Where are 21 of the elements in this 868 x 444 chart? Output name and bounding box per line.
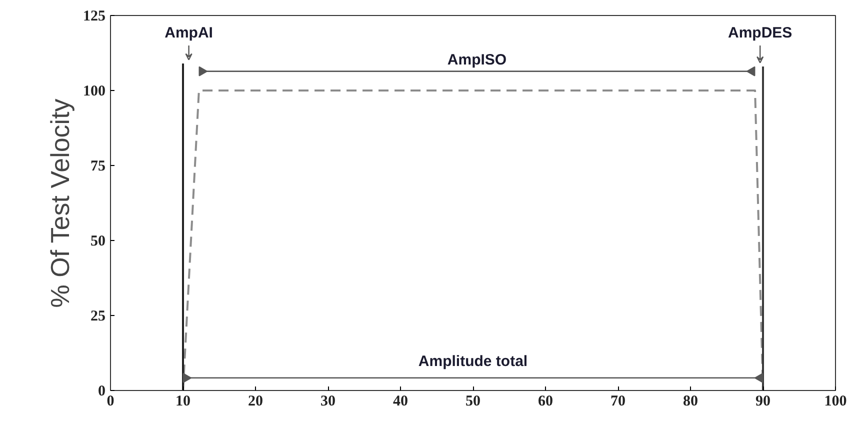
y-tick-label: 0 [98,384,106,400]
annotation: AmpAI [164,24,213,42]
annotation: AmpDES [728,24,792,42]
annotation: Amplitude total [418,352,528,370]
y-tick-label: 50 [90,234,106,250]
annotation: AmpISO [447,51,507,68]
y-tick-label: 100 [83,84,106,100]
x-tick-label: 80 [683,394,698,410]
x-tick-label: 60 [538,394,553,410]
x-tick-label: 50 [466,394,480,410]
x-tick-label: 30 [320,394,336,410]
x-tick-label: 100 [824,394,847,410]
y-axis-title: % Of Test Velocity [45,98,75,308]
x-tick-label: 90 [756,394,770,410]
x-tick-label: 20 [248,394,263,410]
x-tick-label: 10 [176,394,190,410]
x-tick-label: 40 [393,394,408,410]
y-tick-label: 25 [90,308,106,324]
y-tick-label: 75 [90,158,106,174]
y-tick-label: 125 [83,8,106,24]
x-tick-label: 70 [610,394,626,410]
